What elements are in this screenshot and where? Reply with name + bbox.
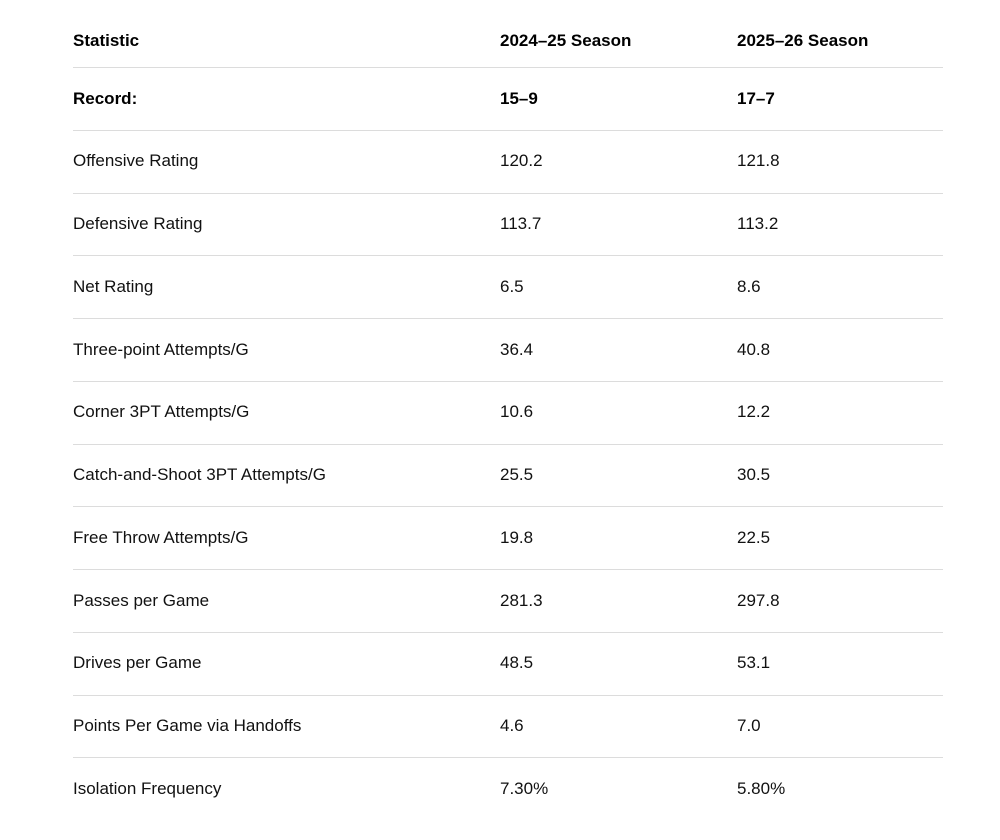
table-row-net-rating: Net Rating 6.5 8.6 xyxy=(73,256,943,319)
stat-value-2025-26: 12.2 xyxy=(737,402,771,422)
stat-label: Drives per Game xyxy=(73,653,202,673)
column-header-season-2025-26: 2025–26 Season xyxy=(737,31,869,51)
stat-value-2025-26: 22.5 xyxy=(737,527,771,547)
stat-value-2024-25: 113.7 xyxy=(500,214,542,234)
stat-label: Free Throw Attempts/G xyxy=(73,527,249,547)
stat-value-2024-25: 25.5 xyxy=(500,465,534,485)
stat-value-2025-26: 297.8 xyxy=(737,590,780,610)
stat-value-2024-25: 6.5 xyxy=(500,276,524,296)
stat-value-2024-25: 7.30% xyxy=(500,779,549,799)
table-row-catch-and-shoot-3pt-attempts: Catch-and-Shoot 3PT Attempts/G 25.5 30.5 xyxy=(73,445,943,508)
stat-value-2025-26: 17–7 xyxy=(737,88,775,108)
stat-value-2025-26: 5.80% xyxy=(737,779,786,799)
stat-label: Points Per Game via Handoffs xyxy=(73,716,302,736)
stat-label: Net Rating xyxy=(73,276,154,296)
table-row-isolation-frequency: Isolation Frequency 7.30% 5.80% xyxy=(73,758,943,821)
table-row-corner-3pt-attempts: Corner 3PT Attempts/G 10.6 12.2 xyxy=(73,382,943,445)
table-row-drives-per-game: Drives per Game 48.5 53.1 xyxy=(73,633,943,696)
table-row-record: Record: 15–9 17–7 xyxy=(73,68,943,131)
stat-value-2024-25: 10.6 xyxy=(500,402,534,422)
season-comparison-table: Statistic 2024–25 Season 2025–26 Season … xyxy=(73,0,943,821)
stat-value-2025-26: 121.8 xyxy=(737,151,780,171)
stat-label: Defensive Rating xyxy=(73,214,203,234)
stat-label: Passes per Game xyxy=(73,590,210,610)
stat-label: Corner 3PT Attempts/G xyxy=(73,402,250,422)
table-row-free-throw-attempts: Free Throw Attempts/G 19.8 22.5 xyxy=(73,507,943,570)
stat-value-2025-26: 40.8 xyxy=(737,339,771,359)
table-row-offensive-rating: Offensive Rating 120.2 121.8 xyxy=(73,131,943,194)
stat-value-2024-25: 48.5 xyxy=(500,653,534,673)
stat-value-2025-26: 30.5 xyxy=(737,465,771,485)
stat-value-2024-25: 36.4 xyxy=(500,339,534,359)
stat-label: Offensive Rating xyxy=(73,151,199,171)
stat-value-2024-25: 15–9 xyxy=(500,88,538,108)
stat-label: Three-point Attempts/G xyxy=(73,339,249,359)
table-header-row: Statistic 2024–25 Season 2025–26 Season xyxy=(73,0,943,68)
stat-label: Isolation Frequency xyxy=(73,779,222,799)
stat-value-2025-26: 8.6 xyxy=(737,276,761,296)
table-row-passes-per-game: Passes per Game 281.3 297.8 xyxy=(73,570,943,633)
column-header-statistic: Statistic xyxy=(73,31,140,51)
stat-value-2024-25: 4.6 xyxy=(500,716,524,736)
stat-value-2025-26: 7.0 xyxy=(737,716,761,736)
stat-value-2025-26: 113.2 xyxy=(737,214,779,234)
stat-value-2024-25: 281.3 xyxy=(500,590,543,610)
column-header-season-2024-25: 2024–25 Season xyxy=(500,31,632,51)
table-row-points-via-handoffs: Points Per Game via Handoffs 4.6 7.0 xyxy=(73,696,943,759)
table-row-three-point-attempts: Three-point Attempts/G 36.4 40.8 xyxy=(73,319,943,382)
stat-label: Record: xyxy=(73,88,138,108)
stat-value-2025-26: 53.1 xyxy=(737,653,771,673)
stat-value-2024-25: 19.8 xyxy=(500,527,534,547)
stat-value-2024-25: 120.2 xyxy=(500,151,543,171)
table-row-defensive-rating: Defensive Rating 113.7 113.2 xyxy=(73,194,943,257)
stat-label: Catch-and-Shoot 3PT Attempts/G xyxy=(73,465,326,485)
